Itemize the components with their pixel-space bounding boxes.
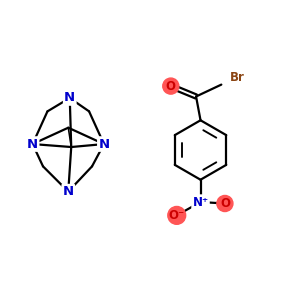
Text: N: N [63,185,74,198]
Circle shape [163,78,179,94]
Text: O: O [166,80,176,93]
Text: N: N [64,92,75,104]
Text: O⁻: O⁻ [169,209,185,222]
Circle shape [217,196,233,211]
Text: N: N [27,138,38,151]
Text: O: O [220,197,230,210]
Circle shape [168,206,186,224]
Text: N: N [98,138,110,151]
Text: Br: Br [230,71,245,84]
Text: N⁺: N⁺ [193,196,208,208]
